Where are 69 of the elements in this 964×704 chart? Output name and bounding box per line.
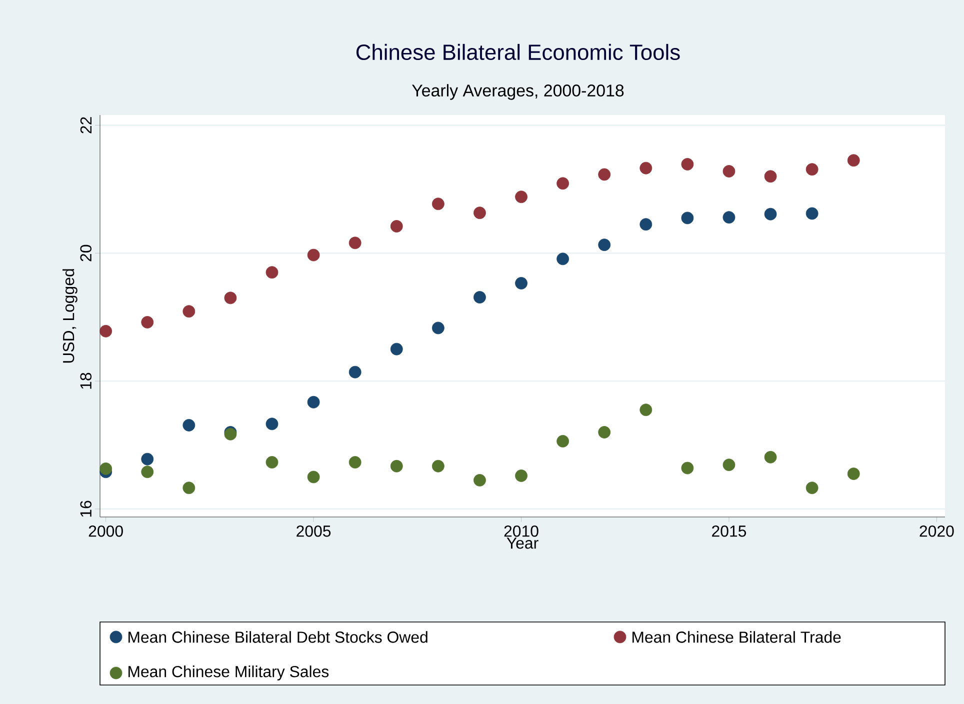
point [182,482,196,494]
point [307,396,320,408]
point [556,177,570,190]
point [515,470,528,482]
point [722,211,736,224]
point [640,162,652,174]
point [266,266,278,279]
point [182,419,196,432]
point [598,238,611,252]
point [847,468,860,480]
point [348,366,362,378]
point [640,218,652,231]
point [764,208,777,220]
y-tick-label: 20 [80,244,92,262]
point [474,474,486,486]
y-axis-title: USD, Logged [62,269,78,363]
point [100,324,112,338]
point [556,434,570,448]
point [141,466,154,478]
point [806,207,818,220]
point [722,458,736,472]
x-tick-label: 2020 [920,526,954,537]
point [432,460,444,472]
chart-title: Chinese Bilateral Economic Tools [356,44,680,60]
point [266,456,278,468]
x-tick-label: 2015 [712,526,746,537]
x-tick-label: 2005 [296,526,331,537]
point [390,220,403,232]
point [141,452,154,466]
point [515,277,528,290]
point [390,460,403,472]
point [806,163,818,176]
point [681,212,694,224]
point [266,418,278,430]
y-tick-label: 18 [80,372,92,389]
point [764,450,777,464]
point [681,158,694,170]
point [598,426,611,438]
x-tick-label: 2010 [504,526,538,537]
y-tick-label: 22 [80,117,92,134]
point [515,190,528,204]
point [141,316,154,328]
point [764,170,777,183]
point [432,198,444,210]
point [390,342,403,356]
point [598,168,611,181]
point [681,462,694,474]
point [556,252,570,266]
point [182,305,196,318]
point [348,456,362,468]
point [474,206,486,220]
point [640,404,652,416]
legend-label: Mean Chinese Military Sales [128,666,329,680]
x-tick-label: 2000 [88,526,123,537]
point [348,236,362,250]
chart-subtitle: Yearly Averages, 2000-2018 [412,84,624,100]
point [100,462,112,475]
point [432,322,444,334]
point [224,292,237,304]
legend-label: Mean Chinese Bilateral Debt Stocks Owed [128,631,428,643]
point [847,154,860,167]
point [806,482,818,494]
point [307,248,320,262]
point [474,291,486,304]
y-tick-label: 16 [80,500,92,517]
point [722,165,736,178]
legend-label: Mean Chinese Bilateral Trade [632,631,841,643]
point [307,470,320,484]
x-axis-title: Year [506,538,538,549]
